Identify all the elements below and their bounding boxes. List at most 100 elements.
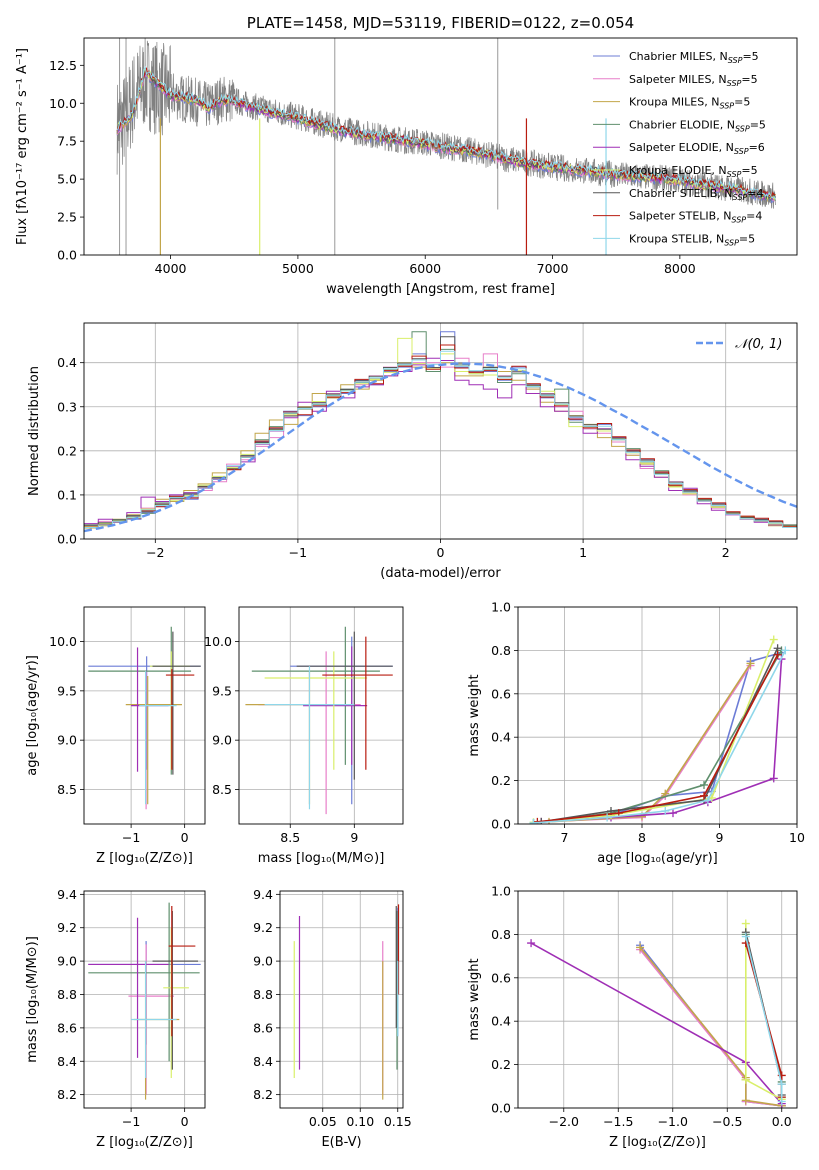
legend-label: Salpeter ELODIE, N xyxy=(629,141,734,154)
legend-suffix: =5 xyxy=(741,164,757,177)
x-tick-label: −0.5 xyxy=(712,1114,742,1129)
y-tick-label: 10.0 xyxy=(49,96,77,111)
x-tick-label: 2 xyxy=(722,545,730,560)
mass_weight_vs_age-xlabel: age [log₁₀(age/yr)] xyxy=(597,851,718,866)
legend-entry: Salpeter MILES, NSSP=5 xyxy=(629,73,758,88)
y-tick-label: 0.0 xyxy=(491,1101,511,1116)
y-tick-label: 0.2 xyxy=(491,773,511,788)
y-tick-label: 0.8 xyxy=(491,927,511,942)
mass-weight-marker xyxy=(603,813,612,822)
mass-weight-line xyxy=(745,936,783,1102)
legend-label: Kroupa ELODIE, N xyxy=(629,164,727,177)
mass_vs_ebv-frame xyxy=(279,890,404,1109)
y-tick-label: 8.8 xyxy=(253,987,273,1002)
x-tick-label: −1.5 xyxy=(603,1114,633,1129)
mass_vs_Z-grid xyxy=(84,891,205,1108)
y-tick-label: 8.5 xyxy=(57,782,77,797)
age_vs_Z-ylabel: age [log₁₀(age/yr)] xyxy=(25,655,40,776)
x-tick-label: −1 xyxy=(122,1114,140,1129)
mass_vs_Z-axes: −1 0 8.2 8.4 8.6 8.8 9.0 9.2 9.4 Z [log₁₀(Z/Z⊙)] m… xyxy=(25,887,206,1150)
x-tick-label: −1 xyxy=(122,830,140,845)
mass-weight-marker xyxy=(700,791,708,800)
y-tick-label: 9.0 xyxy=(253,954,273,969)
x-tick-label: 0.0 xyxy=(772,1114,792,1129)
x-tick-label: 8 xyxy=(638,830,646,845)
y-tick-label: 0.1 xyxy=(57,487,77,502)
y-tick-label: 9.5 xyxy=(57,683,77,698)
age_vs_mass-plot-area xyxy=(245,626,393,815)
legend-entry: Salpeter ELODIE, NSSP=6 xyxy=(629,141,765,156)
legend-subscript: SSP xyxy=(733,193,748,202)
x-tick-label: −2 xyxy=(146,545,164,560)
legend-suffix: =6 xyxy=(749,141,765,154)
y-tick-label: 1.0 xyxy=(491,600,511,615)
residuals-xlabel: (data-model)/error xyxy=(380,566,501,581)
y-tick-label: 5.0 xyxy=(57,172,77,187)
mass-weight-line xyxy=(639,946,782,1107)
x-tick-label: 9 xyxy=(350,830,358,845)
mass-weight-marker xyxy=(777,1080,786,1089)
mass_weight_vs_Z-plot-area xyxy=(527,919,786,1108)
mass-weight-marker xyxy=(777,1097,786,1106)
x-tick-label: 1 xyxy=(579,545,587,560)
y-tick-label: 8.5 xyxy=(212,782,232,797)
spectrum-plot-area xyxy=(116,38,776,255)
mass-weight-marker xyxy=(746,659,755,668)
y-tick-label: 10.0 xyxy=(49,634,77,649)
y-tick-label: 0.0 xyxy=(57,532,77,547)
x-tick-label: 0.10 xyxy=(346,1114,374,1129)
mass-weight-marker xyxy=(741,1075,750,1084)
y-tick-label: 9.2 xyxy=(57,920,77,935)
legend-subscript: SSP xyxy=(727,170,742,179)
y-tick-label: 9.4 xyxy=(253,887,273,902)
y-tick-label: 8.6 xyxy=(57,1020,77,1035)
legend-suffix: =5 xyxy=(739,232,755,245)
mass-weight-marker xyxy=(669,809,677,818)
legend-label: Chabrier MILES, N xyxy=(629,50,728,63)
mass_weight_vs_Z-axes: −2.0 −1.5 −1.0 −0.5 0.0 0.0 0.2 0.4 0.6 0.8 1.0 Z [… xyxy=(467,884,798,1150)
mass-weight-line xyxy=(533,650,787,824)
legend-subscript: SSP xyxy=(735,124,750,133)
mass_vs_Z-xlabel: Z [log₁₀(Z/Z⊙)] xyxy=(96,1135,193,1150)
residuals-ylabel: Normed distribution xyxy=(27,366,42,496)
age_vs_mass-axes: 8.5 9 8.5 9.0 9.5 10.0 mass [log₁₀(M/M⊙)] xyxy=(204,606,404,866)
y-tick-label: 8.6 xyxy=(253,1020,273,1035)
y-tick-label: 9.4 xyxy=(57,887,77,902)
legend-subscript: SSP xyxy=(724,238,739,247)
mass_weight_vs_age-frame xyxy=(517,606,798,825)
mass_vs_ebv-axes: 0.05 0.10 0.15 8.2 8.4 8.6 8.8 9.0 9.2 9.4 E(B-V) xyxy=(253,887,412,1150)
mass_weight_vs_Z-ylabel: mass weight xyxy=(467,958,482,1040)
y-tick-label: 8.4 xyxy=(253,1054,273,1069)
legend-suffix: =5 xyxy=(734,96,750,109)
age_vs_Z-xlabel: Z [log₁₀(Z/Z⊙)] xyxy=(96,851,193,866)
y-tick-label: 9.0 xyxy=(212,733,232,748)
y-tick-label: 12.5 xyxy=(49,58,77,73)
age_vs_Z-plot-area xyxy=(88,626,201,810)
age_vs_mass-grid xyxy=(239,607,403,824)
age_vs_Z-frame xyxy=(83,606,206,825)
y-tick-label: 0.2 xyxy=(491,1057,511,1072)
y-tick-label: 0.4 xyxy=(491,730,511,745)
x-tick-label: 0.15 xyxy=(384,1114,412,1129)
mass_vs_Z-frame xyxy=(83,890,206,1109)
y-tick-label: 8.2 xyxy=(57,1087,77,1102)
mass-weight-marker xyxy=(741,919,750,928)
mass-weight-marker xyxy=(741,932,750,941)
model-fit-line xyxy=(116,65,776,199)
x-tick-label: 8.5 xyxy=(280,830,300,845)
mass-weight-marker xyxy=(769,635,778,644)
legend-suffix: =4 xyxy=(746,210,762,223)
x-tick-label: 8000 xyxy=(664,261,696,276)
legend-normal-label: 𝒩(0, 1) xyxy=(735,337,782,352)
x-tick-label: −1 xyxy=(289,545,307,560)
x-tick-label: 6000 xyxy=(409,261,441,276)
chart-title: PLATE=1458, MJD=53119, FIBERID=0122, z=0… xyxy=(247,14,634,32)
mass-weight-line xyxy=(537,654,779,823)
legend-subscript: SSP xyxy=(728,56,743,65)
residuals-axes: −2 −1 0 1 2 0.0 0.1 0.2 0.3 0.4 (data-model)/error… xyxy=(27,322,798,581)
age_vs_mass-xlabel: mass [log₁₀(M/M⊙)] xyxy=(258,851,385,866)
mass-weight-line xyxy=(533,651,782,824)
y-tick-label: 8.4 xyxy=(57,1054,77,1069)
